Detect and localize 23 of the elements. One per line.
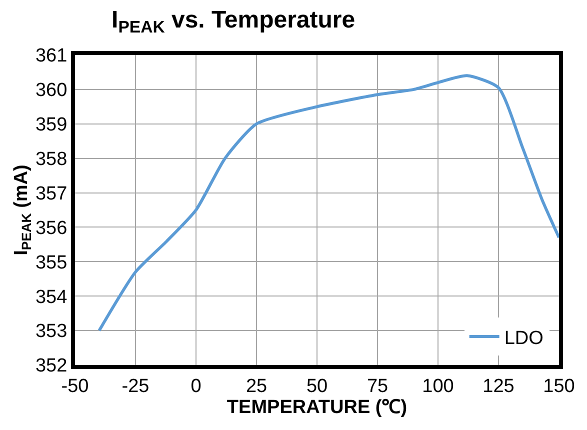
- y-tick-label: 357: [35, 183, 68, 204]
- y-tick-label: 353: [35, 321, 68, 342]
- chart-title: I$_{PEAK}$ vs. Temperature: [112, 6, 356, 37]
- y-tick-label: 354: [35, 286, 68, 308]
- x-tick-label: 50: [306, 376, 328, 397]
- y-tick-label: 360: [35, 80, 68, 102]
- x-tick-label: -25: [122, 376, 150, 397]
- line-series: [98, 74, 559, 332]
- y-tick-label: 361: [35, 46, 68, 67]
- x-tick-label: 0: [190, 376, 202, 397]
- x-tick-label: 25: [246, 376, 268, 397]
- y-tick-label: 356: [35, 218, 68, 239]
- x-tick-label: -50: [61, 376, 89, 397]
- y-tick-label: 352: [35, 356, 68, 377]
- legend-label: LDO: [504, 328, 544, 349]
- x-tick-label: 125: [482, 376, 514, 397]
- x-tick-label: 75: [366, 376, 388, 397]
- x-axis-title: TEMPERATURE (℃): [226, 396, 408, 418]
- y-tick-label: 358: [35, 148, 68, 170]
- x-tick-label: 150: [543, 376, 575, 397]
- y-tick-label: 355: [35, 252, 68, 274]
- x-tick-label: 100: [422, 376, 454, 397]
- y-tick-label: 359: [35, 114, 68, 136]
